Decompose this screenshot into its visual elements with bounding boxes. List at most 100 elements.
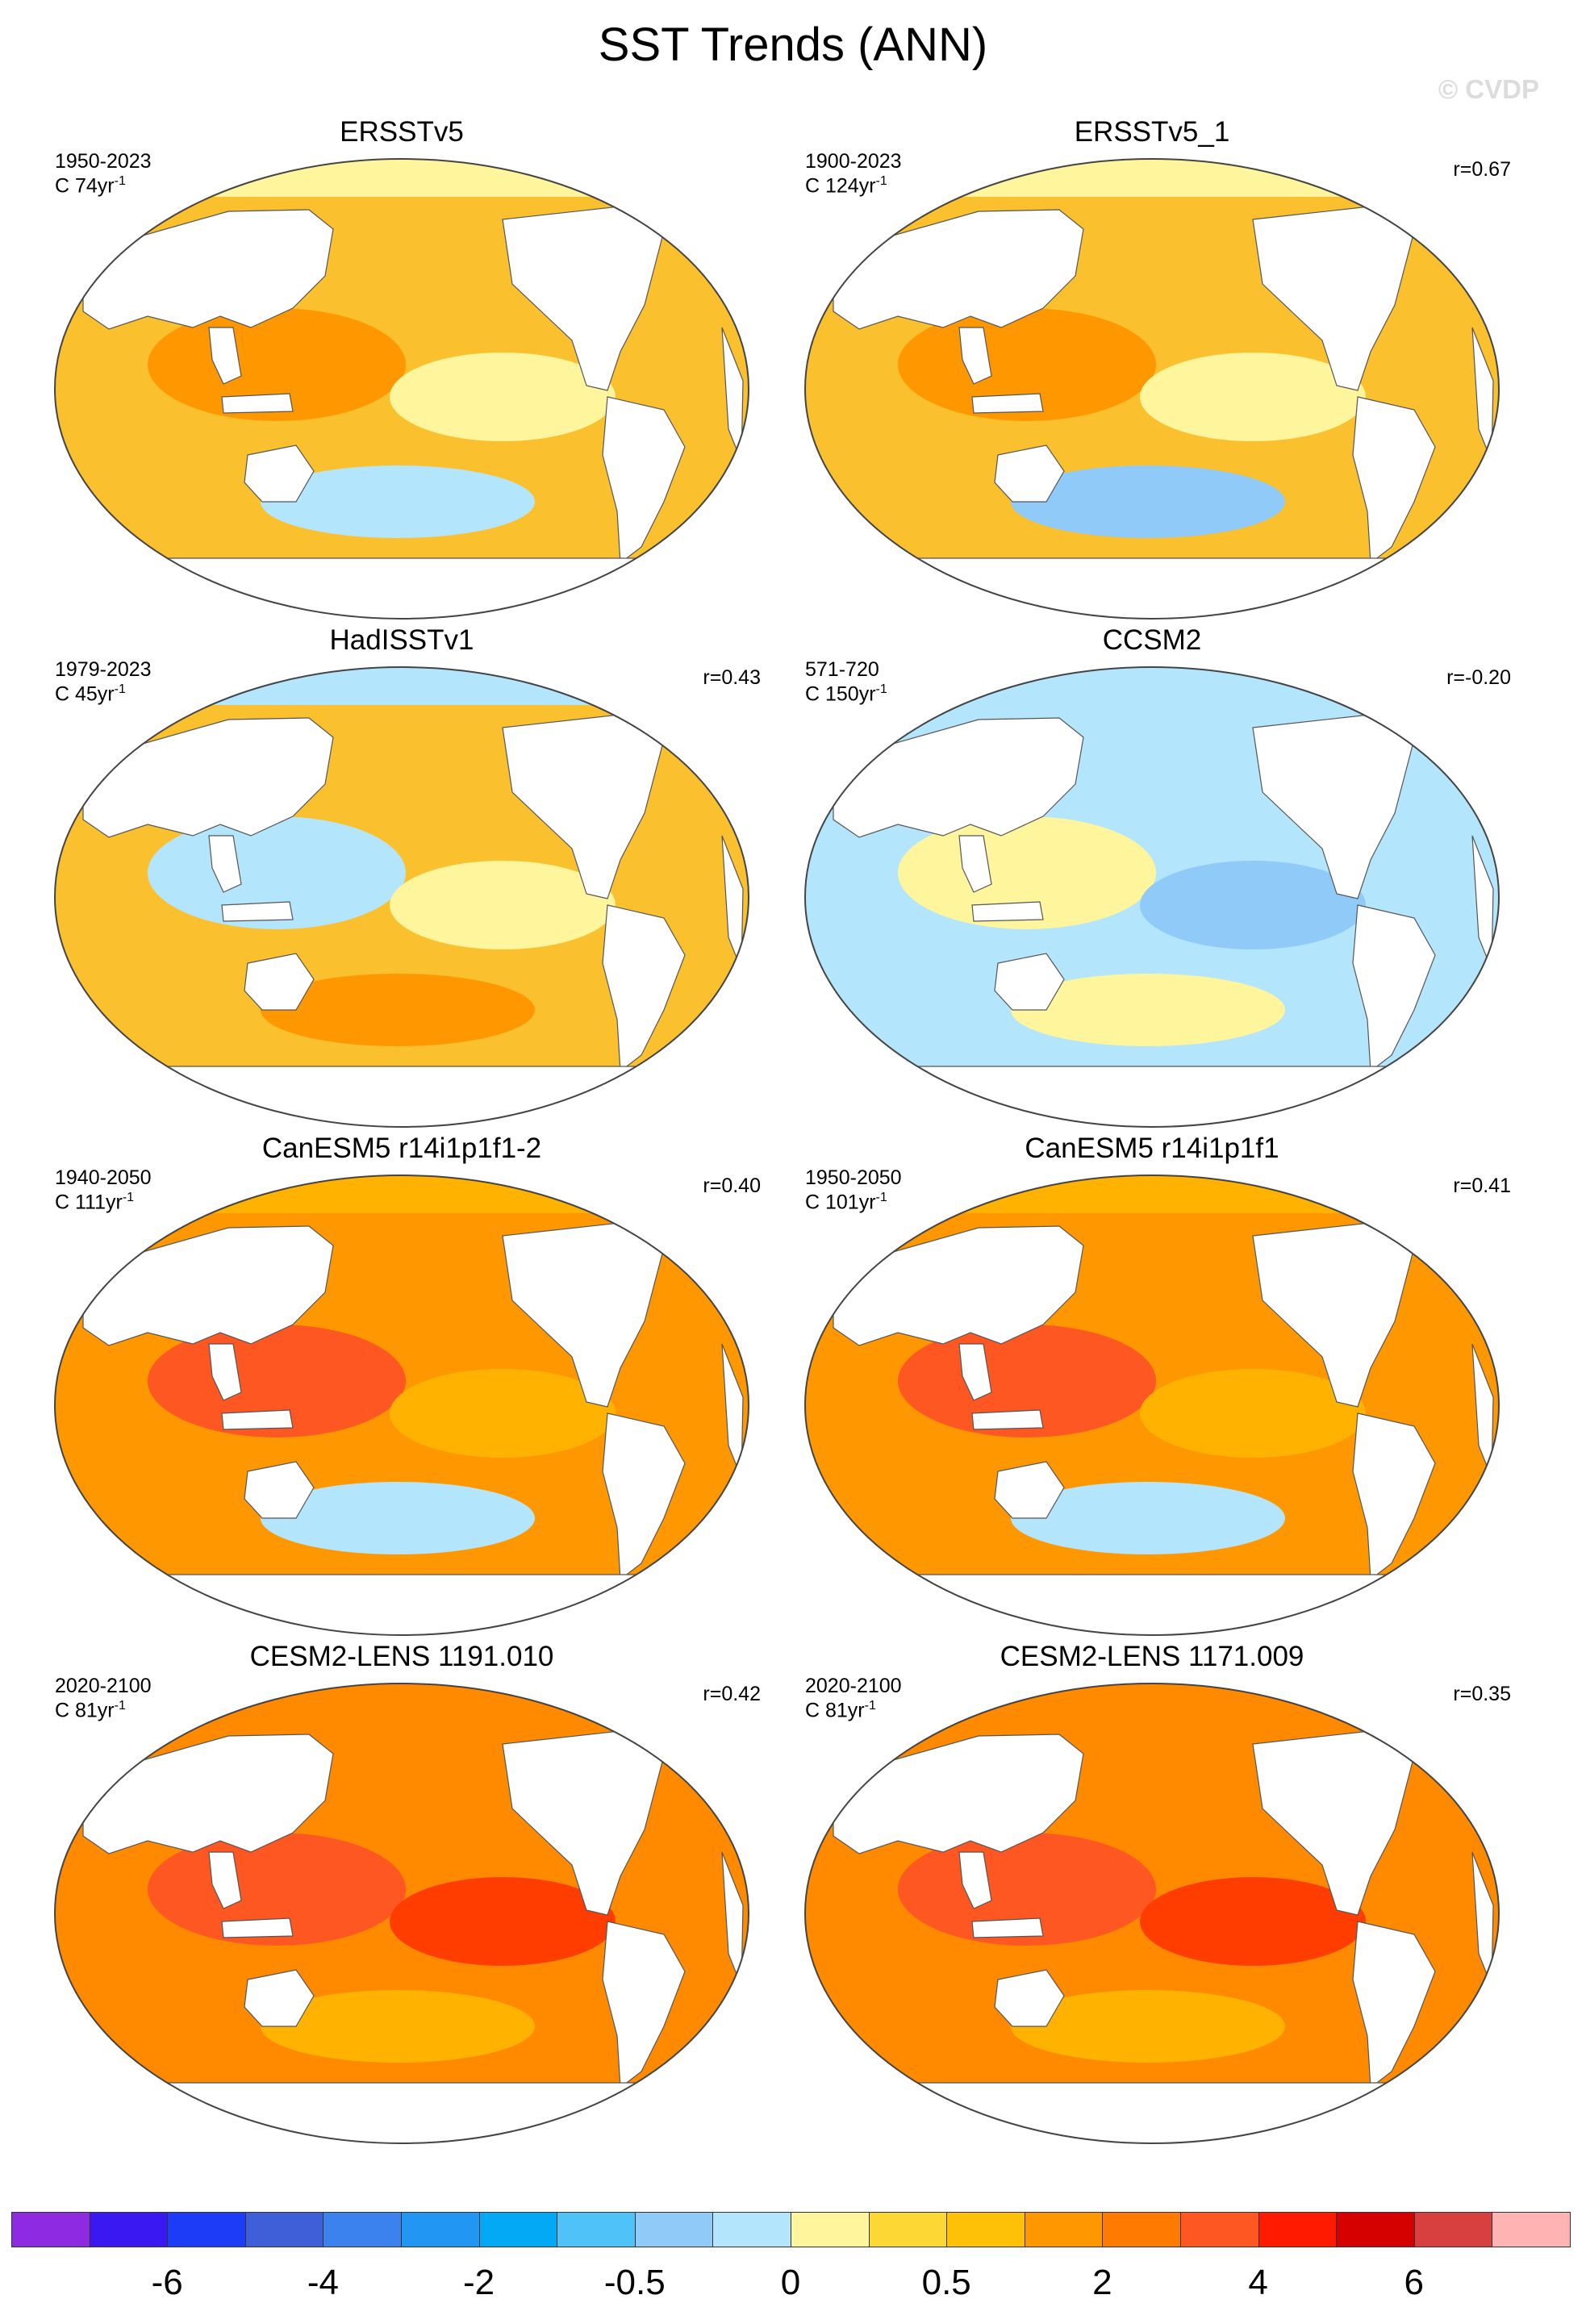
map-content <box>805 667 1499 1127</box>
eurasia-land <box>833 717 1084 838</box>
panel-correlation: r=0.35 <box>1453 1683 1511 1705</box>
maritime-continent-land <box>221 393 294 414</box>
arctic-ocean-field <box>805 1684 1499 1721</box>
colorbar-box <box>1336 2212 1415 2247</box>
eurasia-land <box>82 1734 334 1855</box>
map-border <box>54 158 749 620</box>
colorbar-box <box>557 2212 636 2247</box>
map-border <box>54 1175 749 1636</box>
eurasia-land <box>833 1225 1084 1346</box>
trend-anomaly-region <box>390 861 616 949</box>
arctic-ocean-field <box>55 1684 749 1721</box>
panel-title: CanESM5 r14i1p1f1 <box>1025 1133 1279 1164</box>
colorbar-box <box>478 2212 558 2247</box>
south-america-land <box>602 396 686 565</box>
trend-anomaly-region <box>1011 1482 1285 1554</box>
panel-title: CanESM5 r14i1p1f1-2 <box>261 1133 542 1164</box>
panel-title: CESM2-LENS 1191.010 <box>249 1641 554 1672</box>
panel-units: C 81yr-1 <box>805 1699 876 1722</box>
colorbar-box <box>323 2212 402 2247</box>
colorbar-tick-label: -2 <box>463 2263 495 2302</box>
colorbar-tick-label: -0.5 <box>603 2263 666 2302</box>
arctic-ocean-field <box>55 159 749 197</box>
cvdp-watermark: © CVDP <box>1438 74 1539 104</box>
map-panel: CESM2-LENS 1191.010 2020-2100 C 81yr-1 r… <box>27 1641 777 2149</box>
indochina-land <box>208 835 242 893</box>
eurasia-land <box>82 209 334 330</box>
colorbar-tick-label: 2 <box>1092 2263 1112 2302</box>
colorbar-tick-label: 4 <box>1248 2263 1268 2302</box>
colorbar-tick-label: 0.5 <box>921 2263 971 2302</box>
indochina-land <box>208 327 242 385</box>
sst-trend-map <box>804 1683 1500 2144</box>
map-panel: CESM2-LENS 1171.009 2020-2100 C 81yr-1 r… <box>777 1641 1527 2149</box>
panel-period: 571-720 <box>805 658 879 681</box>
panel-units: C 111yr-1 <box>55 1191 135 1214</box>
sst-trend-map <box>54 666 749 1128</box>
figure-title: SST Trends (ANN) <box>598 19 988 71</box>
maritime-continent-land <box>971 1917 1044 1938</box>
trend-anomaly-region <box>1140 353 1366 441</box>
map-border <box>54 1683 749 2144</box>
map-content <box>805 1684 1499 2143</box>
sst-trend-map <box>804 158 1500 620</box>
map-content <box>55 667 749 1127</box>
map-border <box>804 1175 1500 1636</box>
maritime-continent-land <box>971 393 1044 414</box>
greenland-land <box>649 695 708 745</box>
trend-anomaly-region <box>1140 861 1366 949</box>
south-america-land <box>1352 396 1436 565</box>
colorbar-box <box>1258 2212 1338 2247</box>
map-panel: CanESM5 r14i1p1f1-2 1940-2050 C 111yr-1 … <box>27 1133 777 1641</box>
sst-trend-map <box>804 666 1500 1128</box>
colorbar-box <box>400 2212 480 2247</box>
greenland-land <box>1399 1711 1459 1761</box>
greenland-land <box>1399 1203 1459 1253</box>
colorbar-tick-label: 0 <box>780 2263 801 2302</box>
panel-period: 1979-2023 <box>55 658 152 681</box>
indochina-land <box>208 1343 242 1401</box>
trend-anomaly-region <box>261 974 535 1046</box>
panel-units: C 74yr-1 <box>55 174 126 198</box>
map-border <box>54 666 749 1128</box>
map-content <box>55 1175 749 1635</box>
sst-trend-map <box>54 1683 749 2144</box>
australia-land <box>244 953 315 1011</box>
antarctica-land <box>106 1066 698 1127</box>
australia-land <box>244 444 315 503</box>
australia-land <box>244 1969 315 2027</box>
colorbar <box>11 2212 1571 2247</box>
greenland-land <box>649 186 708 236</box>
map-panel: CanESM5 r14i1p1f1 1950-2050 C 101yr-1 r=… <box>777 1133 1527 1641</box>
indochina-land <box>208 1851 242 1909</box>
map-border <box>804 1683 1500 2144</box>
panel-correlation: r=0.40 <box>703 1175 761 1197</box>
map-border <box>804 666 1500 1128</box>
antarctica-land <box>856 557 1448 619</box>
antarctica-land <box>106 557 698 619</box>
panel-units: C 45yr-1 <box>55 682 126 706</box>
antarctica-land <box>856 2082 1448 2143</box>
maritime-continent-land <box>971 901 1044 922</box>
maritime-continent-land <box>221 901 294 922</box>
panel-correlation: r=0.67 <box>1453 158 1511 181</box>
panel-correlation: r=0.41 <box>1453 1175 1511 1197</box>
map-content <box>805 1175 1499 1635</box>
sst-trend-map <box>54 158 749 620</box>
arctic-ocean-field <box>55 667 749 705</box>
colorbar-box <box>1413 2212 1493 2247</box>
trend-anomaly-region <box>1011 1990 1285 2063</box>
panel-units: C 150yr-1 <box>805 682 887 706</box>
panel-period: 1940-2050 <box>55 1166 152 1189</box>
indochina-land <box>958 327 992 385</box>
eurasia-land <box>82 1225 334 1346</box>
arctic-ocean-field <box>805 1175 1499 1213</box>
eurasia-land <box>833 209 1084 330</box>
eurasia-land <box>833 1734 1084 1855</box>
panel-title: ERSSTv5 <box>340 116 464 148</box>
panel-title: CCSM2 <box>1102 624 1202 656</box>
south-america-land <box>1352 1412 1436 1581</box>
colorbar-box <box>868 2212 948 2247</box>
colorbar-box <box>89 2212 169 2247</box>
trend-anomaly-region <box>390 353 616 441</box>
